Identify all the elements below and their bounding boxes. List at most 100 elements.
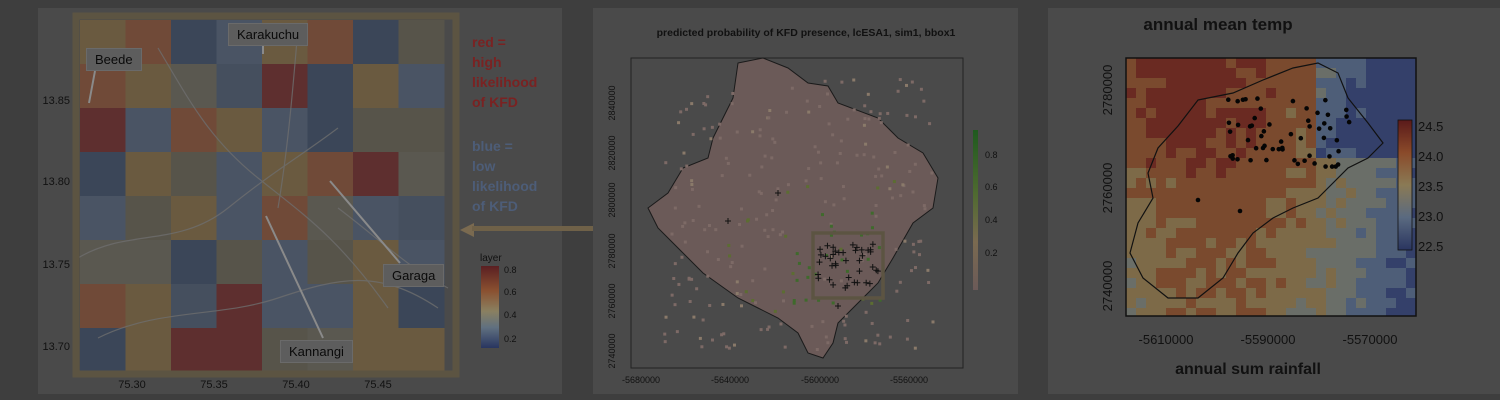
temp-cell [1166,78,1176,88]
temp-cell [1316,148,1326,158]
grid-cell [171,196,217,241]
temp-cell [1356,118,1366,128]
temp-cell [1136,148,1146,158]
temp-cell [1286,188,1296,198]
probability-pixel [829,222,833,226]
probability-pixel [846,117,850,121]
probability-pixel [792,301,796,305]
temp-cell [1246,148,1256,158]
probability-pixel [735,130,739,134]
probability-pixel [663,332,667,336]
probability-pixel [722,332,726,336]
temp-cell [1146,148,1156,158]
temp-cell [1366,178,1376,188]
probability-pixel [885,165,889,169]
temp-cell [1186,58,1196,68]
temp-cell [1306,248,1316,258]
probability-pixel [748,173,752,177]
temp-cell [1386,238,1396,248]
grid-cell [307,152,354,197]
temp-cell [1336,258,1346,268]
probability-pixel [778,233,782,237]
temp-cell [1236,98,1246,108]
probability-pixel [670,293,674,297]
occurrence-cross [817,246,824,253]
temp-cell [1366,138,1376,148]
temp-cell [1176,98,1186,108]
legend-colorbar [481,266,499,348]
temp-cell [1306,68,1316,78]
probability-pixel [860,233,864,237]
temp-cell [1406,58,1416,68]
temp-cell [1246,68,1256,78]
probability-pixel [888,335,892,339]
temp-cell [1376,258,1386,268]
temp-cell [1336,68,1346,78]
temp-cell [1406,278,1416,288]
temp-cell [1326,208,1336,218]
probability-pixel [877,116,881,120]
temp-cell [1226,148,1236,158]
probability-pixel [909,269,913,273]
probability-pixel [806,185,810,189]
grid-cell [80,284,126,329]
temp-cell [1316,78,1326,88]
temp-cell [1366,238,1376,248]
grid-cell [216,240,263,285]
probability-pixel [765,213,769,217]
temp-cell [1266,188,1276,198]
temp-cell [1306,158,1316,168]
probability-pixel [758,134,762,138]
grid-cell [80,152,126,197]
temp-cell [1396,108,1406,118]
temp-cell [1236,78,1246,88]
temp-cell [1356,228,1366,238]
probability-pixel [874,174,878,178]
temp-cell [1326,88,1336,98]
temp-cell [1346,238,1356,248]
temp-cell [1266,238,1276,248]
probability-pixel [839,247,843,251]
legend-tick: 0.6 [504,287,517,297]
temp-cell [1196,288,1206,298]
temp-cell [1286,308,1296,316]
occurrence-cross [830,251,837,258]
temp-cell [1146,208,1156,218]
temp-cell [1286,138,1296,148]
temp-cell [1396,298,1406,308]
temp-cell [1126,68,1136,78]
temp-cell [1366,248,1376,258]
temp-cell [1236,278,1246,288]
kfd-point [1323,97,1328,103]
occurrence-cross [816,259,823,266]
y-tick: 2780000 [1100,65,1115,116]
kfd-point [1327,126,1333,131]
temp-cell [1326,178,1336,188]
temp-cell [1276,88,1286,98]
temp-cell [1356,258,1366,268]
arrow-head [460,223,474,237]
temp-cell [1216,288,1226,298]
temp-cell [1306,148,1316,158]
x-tick: -5590000 [1241,332,1296,347]
temp-cell [1136,128,1146,138]
y-tick: 2760000 [1100,163,1115,214]
temp-cell [1176,278,1186,288]
temp-cell [1206,198,1216,208]
legend-tick: 24.5 [1418,119,1443,134]
probability-pixel [708,303,712,307]
grid-cell [307,196,354,241]
temp-cell [1166,238,1176,248]
temp-cell [1336,178,1346,188]
temp-cell [1326,168,1336,178]
temp-cell [1296,68,1306,78]
probability-pixel [751,130,755,134]
temp-cell [1356,148,1366,158]
place-label-beede: Beede [86,48,142,71]
temp-cell [1196,78,1206,88]
temp-cell [1206,168,1216,178]
grid-cell [216,196,263,241]
temp-cell [1146,248,1156,258]
temp-cell [1216,188,1226,198]
temp-cell [1246,108,1256,118]
